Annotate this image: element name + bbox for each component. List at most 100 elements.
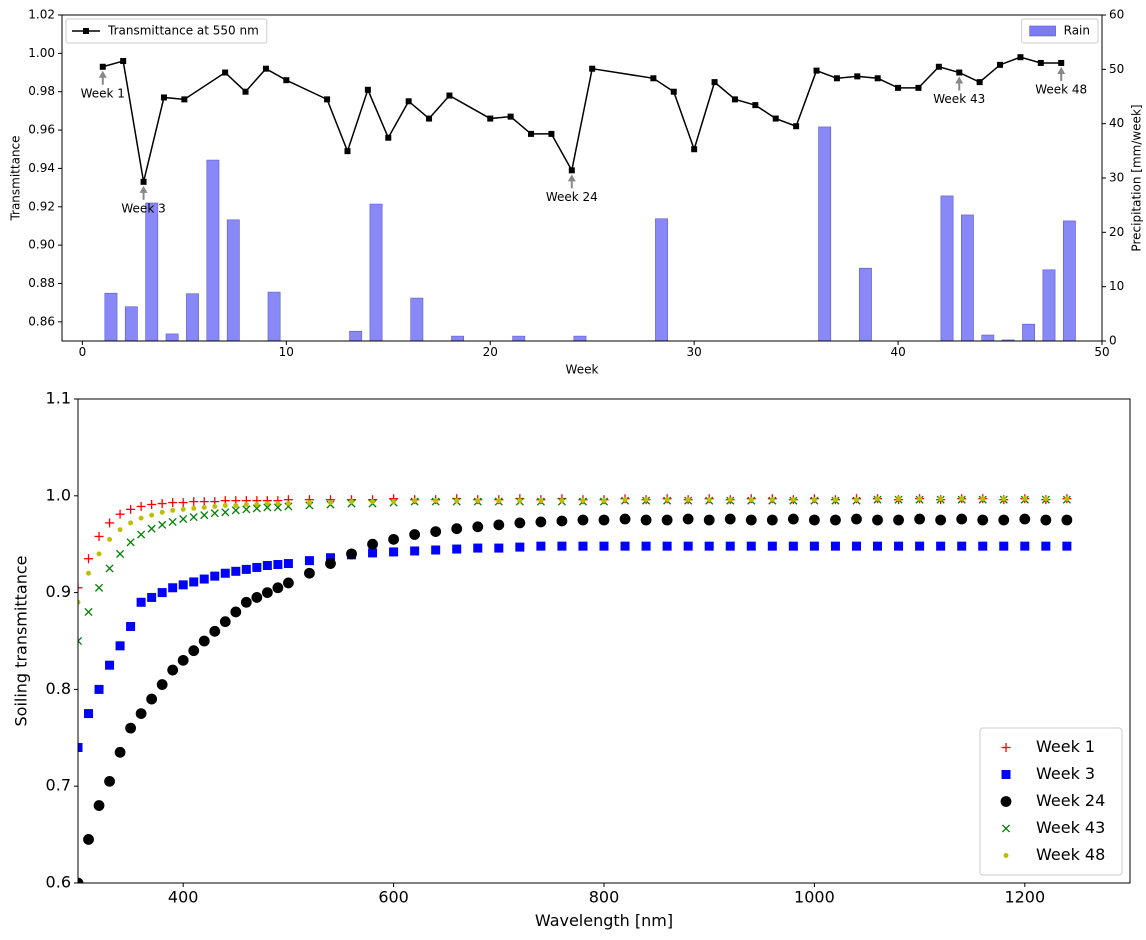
point [177, 654, 189, 666]
point [767, 541, 777, 551]
marker-part [410, 546, 420, 556]
marker-part [168, 583, 178, 593]
point [325, 553, 335, 563]
marker-part [241, 564, 251, 574]
point [851, 513, 862, 525]
bar [186, 293, 199, 341]
y-tick-label: 1.02 [28, 8, 55, 22]
marker-part [156, 679, 168, 690]
point [1001, 743, 1011, 752]
marker-part [83, 834, 94, 845]
x-tick-label: 600 [378, 888, 409, 907]
marker-part [242, 505, 251, 514]
point [78, 742, 83, 752]
y-tick-label: 0.86 [28, 314, 55, 328]
point [515, 542, 525, 552]
point [872, 514, 883, 526]
point [412, 498, 418, 504]
plot-area [78, 494, 1073, 883]
line-marker [833, 75, 840, 82]
point [167, 664, 179, 676]
marker-part [409, 529, 421, 540]
marker-part [1041, 541, 1051, 551]
point [116, 549, 125, 558]
point [914, 513, 925, 525]
y-tick-label: 0.6 [46, 873, 71, 892]
point [769, 497, 775, 503]
line-marker [181, 96, 188, 103]
marker-part [683, 541, 693, 551]
marker-part [557, 541, 567, 551]
marker-part [135, 708, 147, 719]
marker-part [167, 664, 179, 676]
marker-part [978, 541, 988, 551]
annotation: Week 43 [933, 76, 985, 106]
marker-part [1020, 541, 1030, 551]
series [78, 513, 1073, 883]
point [683, 541, 693, 551]
marker-part [177, 654, 189, 666]
point [514, 517, 526, 529]
point [577, 514, 589, 526]
marker-part [104, 775, 115, 787]
point [620, 541, 630, 551]
point [189, 497, 199, 507]
point [210, 509, 219, 518]
line-marker [772, 115, 779, 122]
point [830, 514, 841, 526]
marker-part [328, 500, 333, 506]
plot-frame [77, 398, 1131, 884]
marker-part [180, 506, 186, 512]
y-tick-label: 0.98 [28, 84, 55, 98]
annotation-text: Week 1 [81, 86, 125, 100]
point [231, 566, 241, 576]
marker-part [78, 640, 83, 646]
marker-part [212, 503, 218, 509]
marker-part [830, 541, 840, 551]
y-tick-label: 0.9 [46, 582, 71, 601]
point [243, 502, 249, 507]
point [105, 660, 115, 670]
marker-part [304, 567, 315, 579]
point [210, 571, 220, 581]
point [830, 541, 840, 551]
annotation-text: Week 48 [1035, 82, 1087, 96]
point [191, 505, 197, 511]
marker-part [601, 498, 607, 504]
legend-label: Week 1 [1036, 737, 1095, 756]
bar [349, 330, 363, 341]
point [977, 514, 989, 526]
x-tick-label: 0 [79, 345, 87, 359]
y-tick-label: 1.00 [28, 46, 55, 60]
marker-part [272, 582, 284, 594]
point [261, 587, 273, 598]
legend: Transmittance at 550 nm [65, 18, 268, 44]
marker-part [147, 592, 157, 602]
point [873, 541, 883, 551]
marker-part [115, 641, 125, 651]
marker-part [1001, 496, 1007, 502]
marker-part [179, 514, 188, 524]
marker-part [78, 599, 81, 605]
marker-part [325, 558, 336, 569]
marker-part [703, 514, 715, 526]
marker-part [219, 616, 231, 628]
marker-part [1061, 514, 1073, 526]
marker-part [999, 541, 1009, 551]
point [475, 498, 481, 504]
point [115, 641, 125, 651]
marker-part [496, 498, 502, 504]
bar [104, 292, 118, 341]
bar [145, 202, 159, 341]
legend-label: Transmittance at 550 nm [107, 24, 259, 38]
marker-part [105, 660, 115, 670]
annotation-text: Week 24 [546, 190, 598, 204]
annotation: Week 48 [1035, 66, 1087, 96]
marker-part [262, 560, 272, 570]
point [790, 497, 796, 503]
point [664, 497, 670, 503]
marker-part [956, 513, 968, 525]
marker-part [283, 577, 294, 589]
series [78, 496, 1070, 605]
